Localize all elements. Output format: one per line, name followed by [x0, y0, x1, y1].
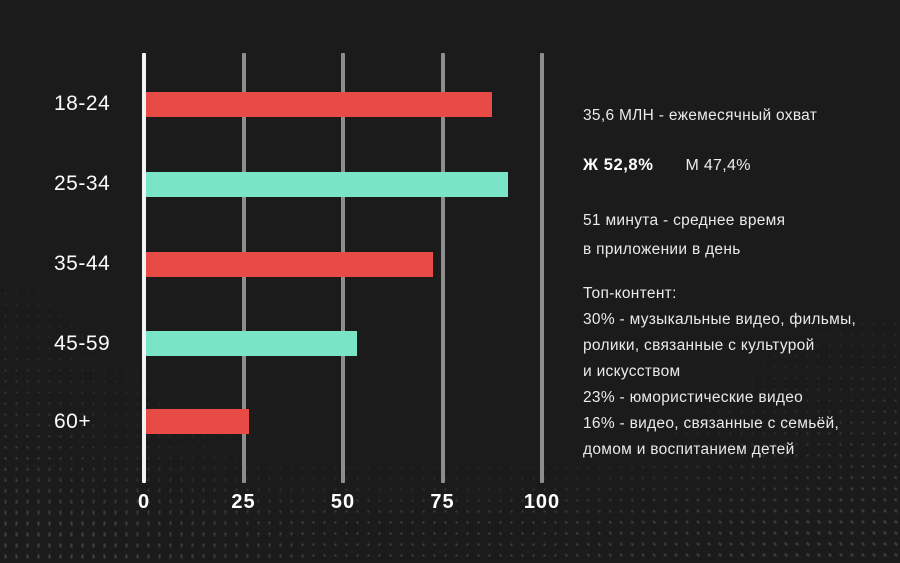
category-label-45-59: 45-59 — [54, 331, 111, 355]
x-tick-label: 25 — [231, 491, 256, 513]
grid-line — [540, 53, 544, 483]
male-share: М 47,4% — [685, 157, 751, 174]
top-content-line: 16% - видео, связанные с семьёй, — [583, 415, 840, 432]
top-content-stat: Топ-контент: 30% - музыкальные видео, фи… — [583, 281, 856, 463]
bar-60+ — [146, 409, 249, 434]
x-tick-label: 0 — [137, 491, 151, 513]
top-content-line: ролики, связанные с культурой — [583, 337, 815, 354]
x-tick-label: 100 — [523, 491, 561, 513]
avg-time-stat: 51 минута - среднее время в приложении в… — [583, 206, 785, 264]
monthly-reach-stat: 35,6 МЛН - ежемесячный охват — [583, 107, 818, 124]
top-content-line: 30% - музыкальные видео, фильмы, — [583, 311, 857, 328]
category-label-18-24: 18-24 — [54, 92, 111, 115]
avg-time-line: 51 минута - среднее время — [583, 212, 786, 229]
x-tick-label: 50 — [330, 491, 356, 513]
bar-25-34 — [146, 171, 508, 197]
category-label-60+: 60+ — [54, 409, 92, 433]
female-share: Ж 52,8% — [583, 156, 654, 174]
x-tick-label: 75 — [430, 491, 455, 513]
bar-35-44 — [146, 251, 433, 277]
grid-line — [440, 53, 445, 483]
avg-time-line: в приложении в день — [583, 241, 741, 258]
top-content-line: домом и воспитанием детей — [583, 441, 795, 458]
top-content-line: Топ-контент: — [583, 285, 677, 302]
top-content-line: и искусством — [583, 363, 681, 380]
gender-split-stat: Ж 52,8% М 47,4% — [583, 156, 751, 175]
bar-45-59 — [146, 331, 357, 356]
category-label-35-44: 35-44 — [54, 252, 111, 275]
bar-18-24 — [146, 91, 492, 117]
stats-panel: 35,6 МЛН - ежемесячный охват Ж 52,8% М 4… — [583, 0, 888, 563]
category-label-25-34: 25-34 — [54, 172, 111, 195]
top-content-line: 23% - юмористические видео — [583, 389, 804, 406]
y-axis-line — [142, 53, 146, 483]
